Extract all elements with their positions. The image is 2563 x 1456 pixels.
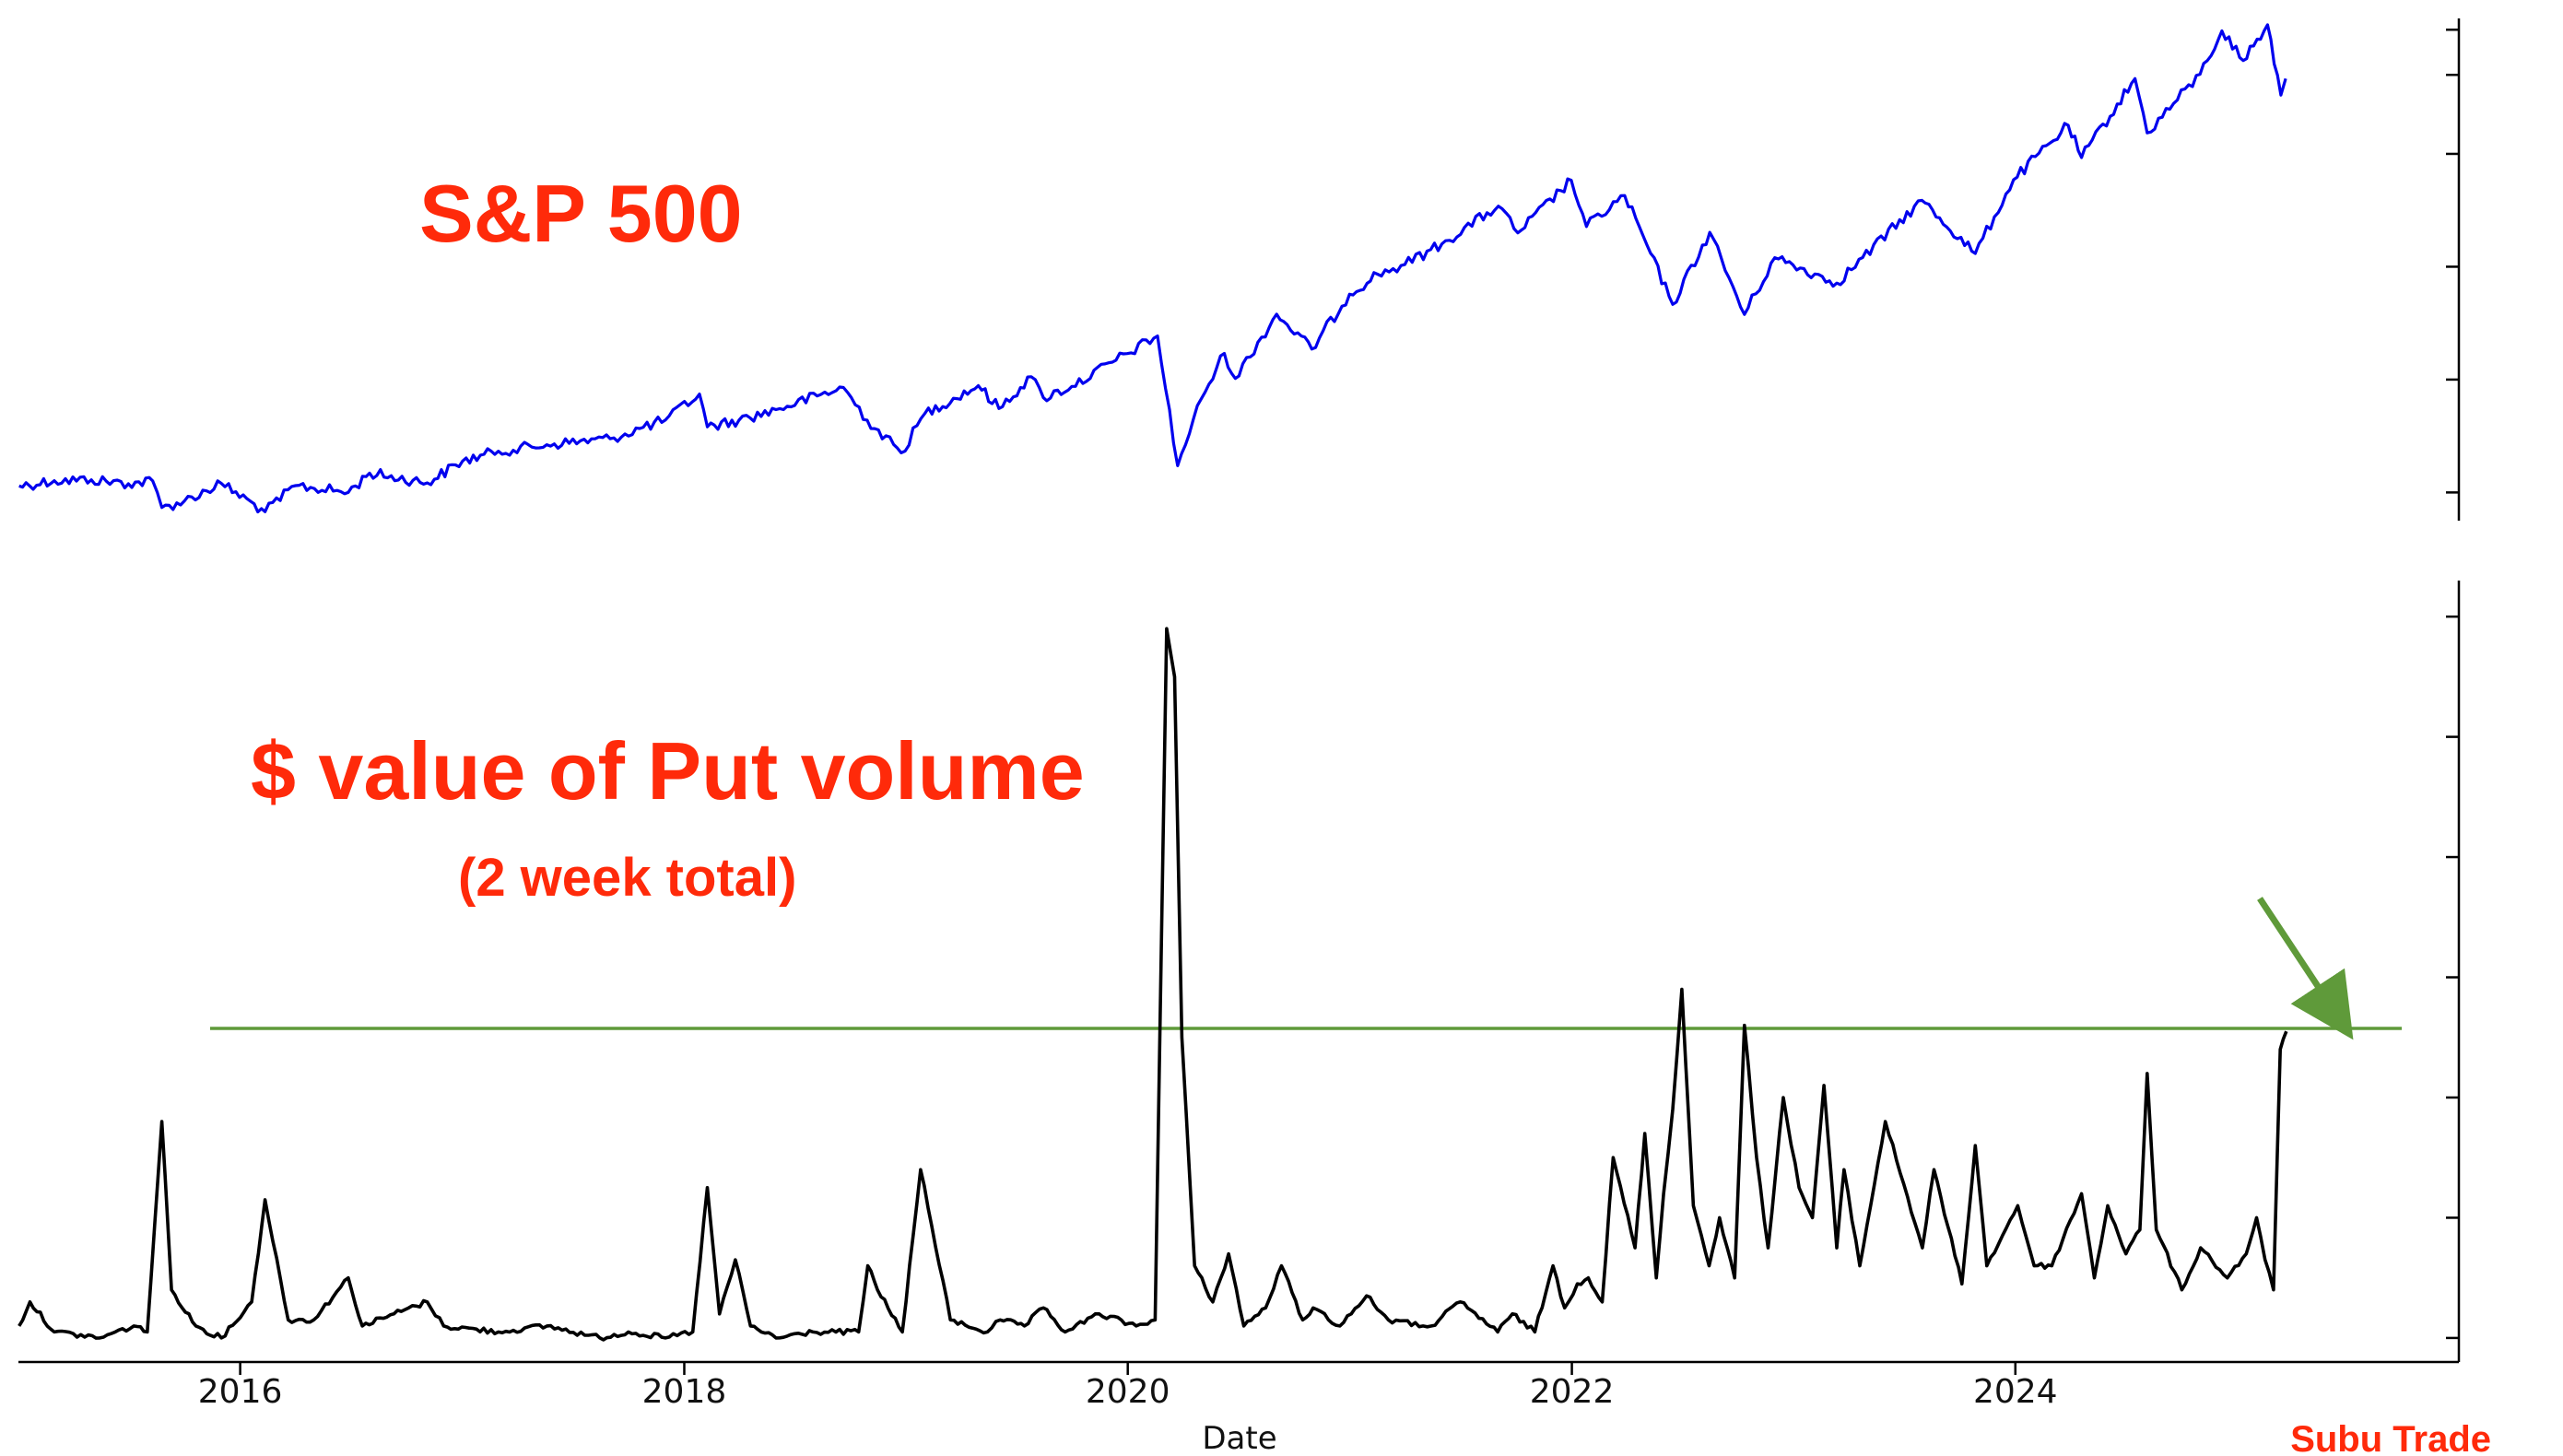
x-ticks: 2016 2018 2020 2022 2024 [198, 1362, 2058, 1411]
x-tick-label: 2022 [1530, 1373, 1615, 1411]
puts-y-ticks [2446, 615, 2459, 1340]
brand-label: Subu Trade [2290, 1419, 2491, 1456]
puts-subtitle: (2 week total) [458, 848, 796, 908]
sp500-series-line [18, 23, 2287, 514]
puts-panel: $ value of Put volume (2 week total) [18, 581, 2461, 1362]
sp500-panel: S&P 500 [18, 18, 2461, 521]
x-tick-label: 2018 [642, 1373, 727, 1411]
x-axis: 2016 2018 2020 2022 2024 Date [18, 1360, 2459, 1456]
sp500-title: S&P 500 [419, 168, 743, 259]
x-tick-label: 2016 [198, 1373, 283, 1411]
puts-series-line [18, 627, 2288, 1342]
puts-title: $ value of Put volume [251, 725, 1085, 816]
x-axis-title: Date [1202, 1420, 1276, 1456]
x-tick-label: 2024 [1973, 1373, 2058, 1411]
sp500-y-ticks [2446, 28, 2459, 494]
green-arrow [2257, 897, 2354, 1040]
x-tick-label: 2020 [1086, 1373, 1170, 1411]
